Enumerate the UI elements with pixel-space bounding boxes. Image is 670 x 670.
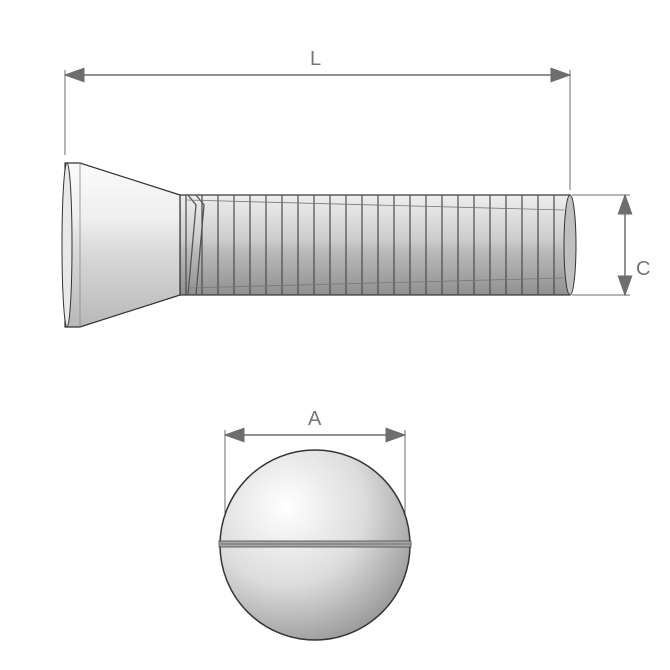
dimension-L <box>65 70 570 190</box>
screw-head <box>65 163 180 327</box>
drawing-svg <box>0 0 670 670</box>
label-A: A <box>308 408 321 431</box>
label-C: C <box>636 258 650 281</box>
label-L: L <box>310 48 321 71</box>
technical-drawing-container: L C A <box>0 0 670 670</box>
screw-front-view <box>219 450 411 640</box>
screw-side-view <box>62 163 576 327</box>
dimension-C <box>572 195 630 295</box>
